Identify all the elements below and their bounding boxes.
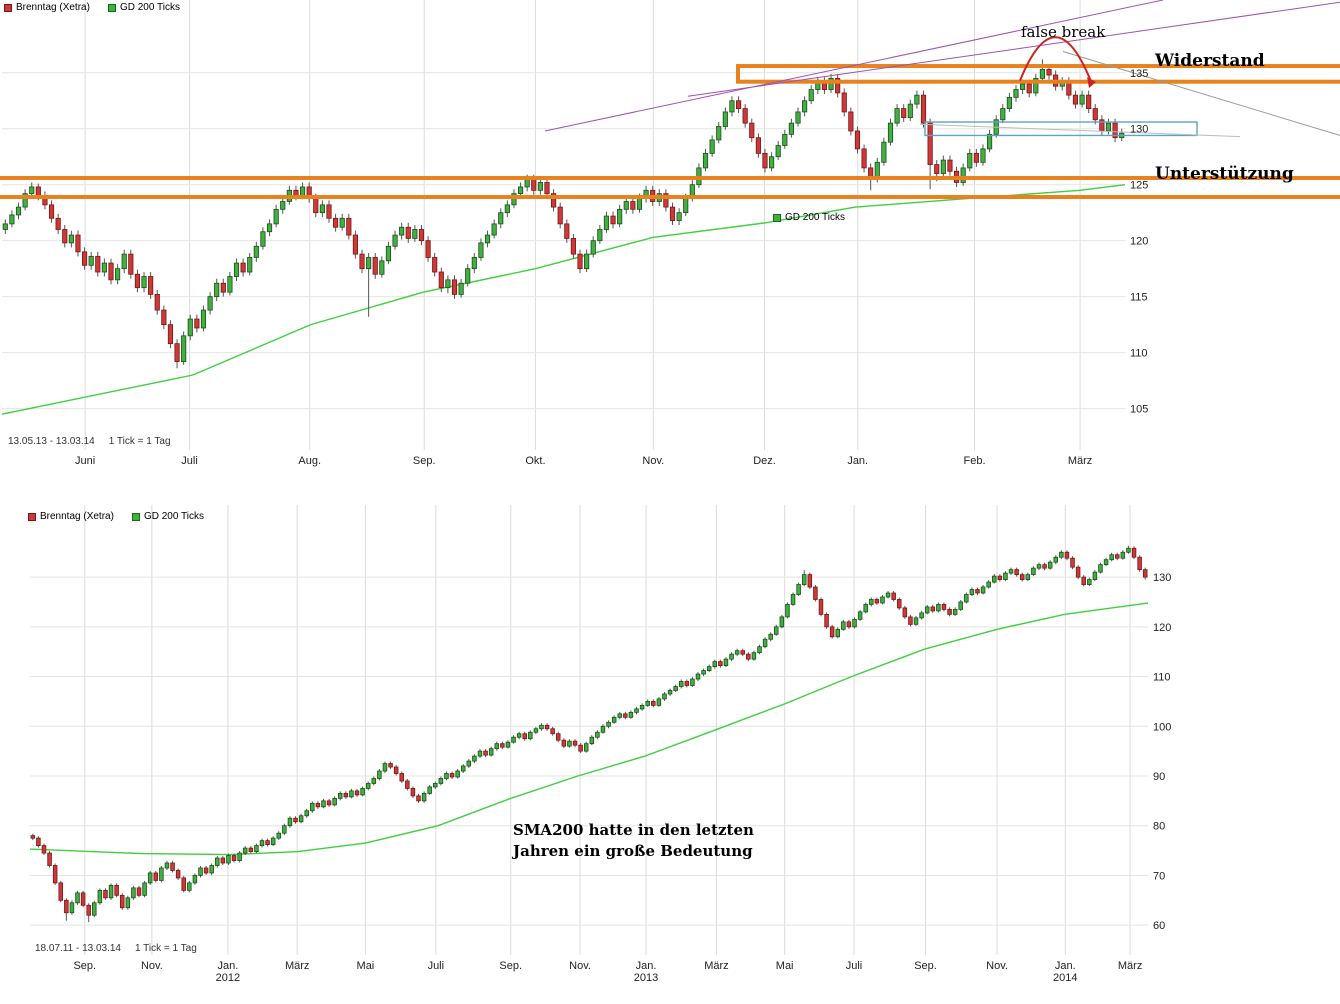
svg-text:Jan.: Jan. (1055, 960, 1076, 972)
consolidation-box (924, 121, 1198, 137)
legend-item: Brenntag (Xetra) (28, 511, 114, 522)
svg-text:März: März (1068, 455, 1092, 467)
chart-bottom-legend: Brenntag (Xetra) GD 200 Ticks (28, 511, 204, 522)
legend-swatch-icon (4, 3, 12, 12)
gd200-mid-label: GD 200 Ticks (773, 212, 845, 223)
svg-text:120: 120 (1130, 236, 1148, 248)
sma-note-line2: Jahren ein große Bedeutung (513, 842, 753, 860)
svg-text:Juni: Juni (75, 455, 95, 467)
legend-swatch-icon (28, 512, 36, 521)
tick-interval-label: 1 Tick = 1 Tag (135, 943, 197, 954)
svg-text:Sep.: Sep. (413, 455, 436, 467)
grid (2, 0, 1125, 450)
svg-text:Okt.: Okt. (525, 455, 545, 467)
svg-text:130: 130 (1153, 572, 1171, 584)
gd200-mid-label-text: GD 200 Ticks (785, 212, 846, 223)
svg-text:130: 130 (1130, 124, 1148, 136)
chart-top-legend: Brenntag (Xetra) GD 200 Ticks (4, 2, 180, 13)
legend-swatch-icon (107, 3, 116, 12)
gd200-mid-swatch-icon (773, 213, 781, 222)
false-break-label: false break (1021, 23, 1106, 41)
svg-text:60: 60 (1153, 920, 1165, 932)
date-range-label: 18.07.11 - 13.03.14 (35, 943, 121, 954)
chart-bottom-period-info: 18.07.11 - 13.03.14 1 Tick = 1 Tag (35, 943, 197, 954)
sma-line (29, 602, 1149, 856)
svg-text:Feb.: Feb. (964, 455, 986, 467)
svg-text:Sep.: Sep. (499, 960, 522, 972)
sma-note: SMA200 hatte in den letzten Jahren ein g… (513, 820, 754, 862)
svg-text:Juli: Juli (181, 455, 198, 467)
date-range-label: 13.05.13 - 13.03.14 (8, 436, 95, 447)
svg-text:2012: 2012 (216, 972, 240, 984)
svg-text:2014: 2014 (1053, 972, 1077, 984)
candles-series (2, 59, 1125, 369)
svg-text:120: 120 (1153, 622, 1171, 634)
support-band (0, 175, 1340, 200)
svg-text:2013: 2013 (634, 972, 658, 984)
svg-text:Juli: Juli (428, 960, 445, 972)
svg-text:März: März (704, 960, 728, 972)
chart-top-period-info: 13.05.13 - 13.03.14 1 Tick = 1 Tag (8, 436, 171, 447)
legend-label: GD 200 Ticks (119, 2, 180, 13)
candles-series (30, 545, 1148, 923)
support-label: Unterstützung (1155, 164, 1294, 184)
wedge-line-upper (1062, 51, 1340, 136)
sma-line (1, 184, 1126, 415)
svg-text:125: 125 (1130, 180, 1148, 192)
svg-text:90: 90 (1153, 771, 1165, 783)
svg-text:70: 70 (1153, 870, 1165, 882)
candlestick-chart-top: 105 110 115 120 125 130 135 Juni Juli Aug. Sep. Okt… (0, 0, 1340, 467)
svg-text:Sep.: Sep. (914, 960, 937, 972)
svg-text:100: 100 (1153, 721, 1171, 733)
svg-text:110: 110 (1130, 348, 1148, 360)
svg-text:Nov.: Nov. (986, 960, 1008, 972)
overlays (0, 0, 1340, 200)
svg-text:115: 115 (1130, 292, 1148, 304)
svg-text:Nov.: Nov. (569, 960, 591, 972)
grid (30, 505, 1148, 955)
trend-line-1 (544, 0, 1164, 132)
false-break-arc (1019, 36, 1093, 85)
svg-text:Jan.: Jan. (847, 455, 868, 467)
legend-item: GD 200 Ticks (131, 511, 204, 522)
svg-text:Dez.: Dez. (753, 455, 776, 467)
svg-text:Aug.: Aug. (298, 455, 321, 467)
svg-text:Mai: Mai (357, 960, 375, 972)
svg-text:Jan.: Jan. (217, 960, 238, 972)
legend-label: Brenntag (Xetra) (16, 2, 90, 13)
resistance-label: Widerstand (1155, 51, 1265, 71)
svg-text:Sep.: Sep. (73, 960, 96, 972)
legend-label: Brenntag (Xetra) (40, 511, 114, 522)
resistance-band (736, 64, 1340, 84)
legend-label: GD 200 Ticks (143, 511, 204, 522)
sma-note-line1: SMA200 hatte in den letzten (513, 821, 754, 839)
tick-interval-label: 1 Tick = 1 Tag (108, 436, 171, 447)
svg-text:Jan.: Jan. (636, 960, 657, 972)
legend-item: Brenntag (Xetra) (4, 2, 90, 13)
svg-text:Mai: Mai (776, 960, 794, 972)
wedge-line-lower (919, 123, 1241, 138)
legend-swatch-icon (131, 512, 140, 521)
axis-labels: 105 110 115 120 125 130 135 Juni Juli Aug. Sep. Okt… (75, 68, 1148, 467)
legend-item: GD 200 Ticks (107, 2, 180, 13)
svg-text:März: März (1118, 960, 1142, 972)
svg-text:Juli: Juli (846, 960, 863, 972)
svg-text:105: 105 (1130, 404, 1148, 416)
svg-text:80: 80 (1153, 821, 1165, 833)
svg-text:März: März (285, 960, 309, 972)
svg-text:Nov.: Nov. (141, 960, 163, 972)
svg-text:135: 135 (1130, 68, 1148, 80)
trend-line-2 (687, 1, 1340, 97)
svg-text:Nov.: Nov. (642, 455, 664, 467)
svg-text:110: 110 (1153, 672, 1171, 684)
